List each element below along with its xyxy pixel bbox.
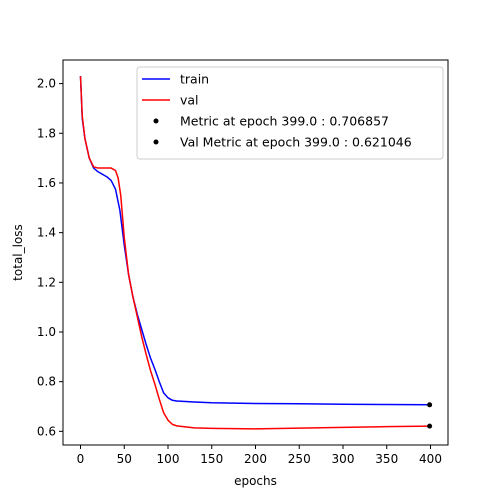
legend-label: Val Metric at epoch 399.0 : 0.621046 [180,135,412,150]
end-marker-2 [427,423,433,429]
legend-marker [153,118,159,124]
x-tick-label: 400 [419,452,442,466]
legend-label: Metric at epoch 399.0 : 0.706857 [180,114,389,129]
legend: train val Metric at epoch 399.0 : 0.706857… [136,66,444,160]
x-tick-label: 250 [288,452,311,466]
y-tick-label: 0.6 [37,424,56,438]
y-tick-label: 0.8 [37,375,56,389]
x-tick-label: 100 [157,452,180,466]
x-axis-ticks: 0 50 100 150 200 250 300 350 400 [77,445,442,466]
y-tick-label: 1.6 [37,176,56,190]
series-layer [79,76,430,430]
series-line-val [79,76,430,430]
x-tick-label: 200 [244,452,267,466]
x-tick-label: 150 [200,452,223,466]
x-tick-label: 350 [375,452,398,466]
legend-marker [153,139,159,145]
x-tick-label: 50 [117,452,132,466]
x-axis-label: epochs [234,474,277,488]
x-tick-label: 300 [332,452,355,466]
legend-label: val [180,93,199,108]
y-tick-label: 1.2 [37,275,56,289]
y-tick-label: 1.8 [37,126,56,140]
y-axis-ticks: 0.6 0.8 1.0 1.2 1.4 1.6 1.8 2.0 [37,77,63,438]
legend-box [136,66,444,160]
y-axis-label: total_loss [11,224,25,281]
y-tick-label: 2.0 [37,77,56,91]
legend-items: train val Metric at epoch 399.0 : 0.706857… [142,72,412,150]
series-line-train [79,76,430,406]
x-tick-label: 0 [77,452,85,466]
legend-label: train [180,72,209,87]
end-marker-1 [427,402,433,408]
y-tick-label: 1.4 [37,226,56,240]
y-tick-label: 1.0 [37,325,56,339]
marker-layer [427,402,433,429]
